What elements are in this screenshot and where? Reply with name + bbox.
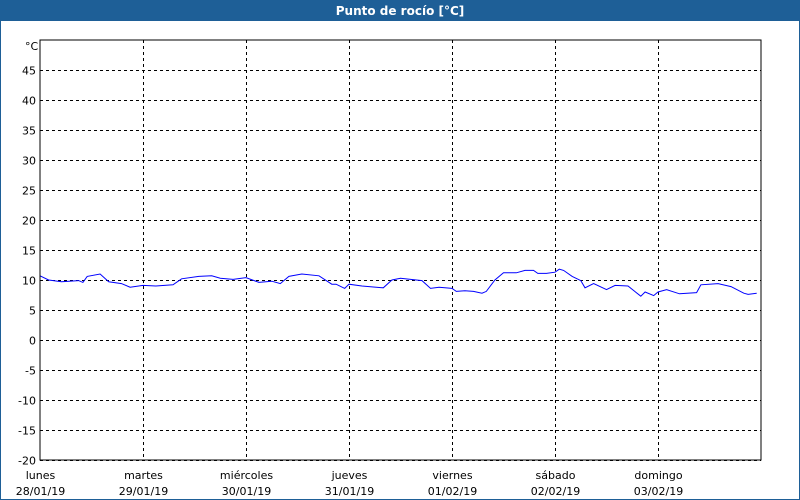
y-tick-label: 10 [22, 275, 36, 288]
x-tick-day: martes [124, 469, 163, 482]
x-tick-date: 31/01/19 [325, 485, 374, 498]
x-tick-date: 03/02/19 [634, 485, 683, 498]
x-tick-day: sábado [536, 469, 576, 482]
x-tick-date: 02/02/19 [531, 485, 580, 498]
x-tick-day: domingo [634, 469, 682, 482]
y-axis-unit: °C [25, 40, 39, 53]
dew-point-line [39, 268, 757, 297]
y-tick-label: 40 [22, 95, 36, 108]
x-tick-day: miércoles [220, 469, 273, 482]
y-tick-label: 35 [22, 125, 36, 138]
x-tick-day: lunes [26, 469, 56, 482]
x-tick-date: 30/01/19 [222, 485, 271, 498]
y-tick-label: 15 [22, 245, 36, 258]
y-tick-label: 20 [22, 215, 36, 228]
x-tick-date: 29/01/19 [119, 485, 168, 498]
y-tick-label: -20 [18, 455, 36, 468]
y-tick-label: 45 [22, 65, 36, 78]
y-tick-label: -15 [18, 425, 36, 438]
y-tick-label: -5 [25, 365, 36, 378]
plot-frame [39, 39, 762, 461]
x-tick-day: viernes [432, 469, 472, 482]
y-tick-label: 25 [22, 185, 36, 198]
y-tick-label: 0 [29, 335, 36, 348]
y-tick-label: 5 [29, 305, 36, 318]
y-tick-label: 30 [22, 155, 36, 168]
x-tick-date: 01/02/19 [428, 485, 477, 498]
x-tick-date: 28/01/19 [16, 485, 65, 498]
y-tick-label: -10 [18, 395, 36, 408]
x-tick-day: jueves [331, 469, 368, 482]
window-title: Punto de rocío [°C] [1, 1, 799, 21]
